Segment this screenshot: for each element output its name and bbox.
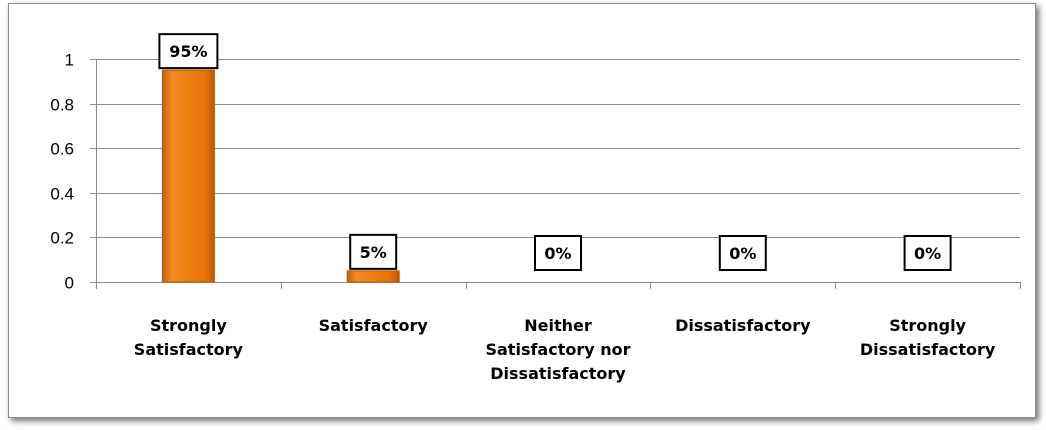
category-labels: Strongly Satisfactory Satisfactory Neither S…: [134, 316, 996, 383]
y-tick-label: 0.2: [50, 229, 74, 248]
x-category-label: Strongly Satisfactory: [134, 316, 244, 359]
data-label-box: [158, 33, 219, 70]
gridlines: [96, 59, 1020, 238]
y-tick-label: 0.8: [50, 96, 74, 115]
data-label-text: 5%: [360, 243, 387, 262]
data-label-box: [349, 233, 398, 270]
y-tick-label: 1: [65, 51, 74, 70]
data-label-text: 0%: [914, 244, 941, 263]
data-label-box: [534, 235, 582, 271]
data-label-box: [903, 235, 952, 271]
data-label: 0%: [718, 235, 767, 271]
x-category-label: Neither Satisfactory nor Dissatisfactory: [485, 316, 630, 383]
bar: [346, 270, 400, 283]
y-tick-label: 0.4: [50, 185, 74, 204]
x-category-label: Satisfactory: [319, 316, 429, 335]
data-label: 95%: [158, 33, 219, 70]
x-category-label: Dissatisfactory: [675, 316, 811, 335]
y-tick-label: 0.6: [50, 140, 74, 159]
y-tick-label: 0: [65, 274, 74, 293]
bar: [161, 69, 215, 283]
data-label: 0%: [534, 235, 582, 271]
data-label-text: 0%: [544, 244, 571, 263]
axes: [90, 59, 1021, 289]
data-label-text: 95%: [169, 42, 207, 61]
data-label: 0%: [903, 235, 952, 271]
data-label-text: 0%: [729, 244, 756, 263]
y-tick-labels: 0 0.2 0.4 0.6 0.8 1: [50, 51, 74, 293]
data-label: 5%: [349, 233, 398, 270]
x-category-label: Strongly Dissatisfactory: [860, 316, 996, 359]
data-labels: 95% 5% 0% 0% 0%: [158, 33, 952, 271]
bars: [161, 69, 400, 283]
data-label-box: [718, 235, 767, 271]
